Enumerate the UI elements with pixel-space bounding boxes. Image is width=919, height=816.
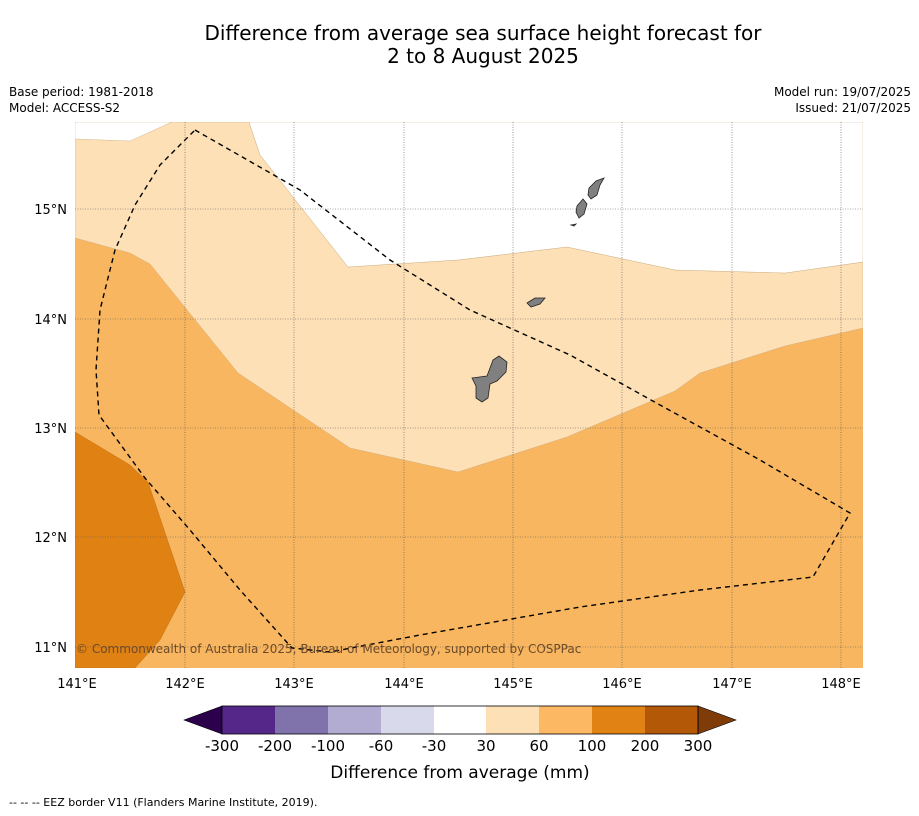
model-run-label: Model run: 19/07/2025 xyxy=(773,85,911,99)
lat-tick-15n: 15°N xyxy=(34,203,67,218)
lat-tick-12n: 12°N xyxy=(34,531,67,546)
colorbar-segment-4 xyxy=(381,706,434,734)
anomaly-band-neutral xyxy=(75,122,173,142)
island-rota xyxy=(526,297,546,308)
lon-tick-142e: 142°E xyxy=(165,677,205,692)
colorbar-frame xyxy=(221,705,699,735)
colorbar-segment-2 xyxy=(275,706,328,734)
copyright-text: © Commonwealth of Australia 2025, Bureau… xyxy=(76,642,581,656)
island-tinian xyxy=(575,198,588,219)
lon-tick-144e: 144°E xyxy=(384,677,424,692)
colorbar-tick-label: -100 xyxy=(311,737,345,755)
lon-tick-labels: 141°E 142°E 143°E 144°E 145°E 146°E 147°… xyxy=(57,677,861,692)
colorbar-tick-label: 60 xyxy=(529,737,548,755)
lon-tick-146e: 146°E xyxy=(602,677,642,692)
colorbar-extend-high xyxy=(697,705,737,735)
island-aguijan xyxy=(569,223,578,227)
colorbar-segment-8 xyxy=(592,706,645,734)
title-line-2: 2 to 8 August 2025 xyxy=(387,44,579,68)
colorbar-tick-label: -200 xyxy=(258,737,292,755)
colorbar-tick-label: 100 xyxy=(578,737,607,755)
lon-tick-145e: 145°E xyxy=(493,677,533,692)
colorbar-segment-7 xyxy=(539,706,592,734)
meta-right: Model run: 19/07/2025 Issued: 21/07/2025 xyxy=(774,84,911,116)
colorbar-segment-3 xyxy=(328,706,381,734)
lon-tick-141e: 141°E xyxy=(57,677,97,692)
colorbar-segment-9 xyxy=(645,706,698,734)
lon-tick-143e: 143°E xyxy=(274,677,314,692)
title-line-1: Difference from average sea surface heig… xyxy=(204,21,762,45)
lat-tick-13n: 13°N xyxy=(34,422,67,437)
colorbar-segment-6 xyxy=(486,706,539,734)
anomaly-band-100-200 xyxy=(75,431,186,668)
issued-label: Issued: 21/07/2025 xyxy=(795,101,911,115)
colorbar-extend-low xyxy=(183,705,223,735)
lat-tick-11n: 11°N xyxy=(34,641,67,656)
graticule xyxy=(75,122,863,668)
colorbar-tick-label: 300 xyxy=(684,737,713,755)
anomaly-band-neutral-east xyxy=(248,122,863,274)
lon-tick-147e: 147°E xyxy=(712,677,752,692)
colorbar-tick-label: 200 xyxy=(631,737,660,755)
lat-tick-14n: 14°N xyxy=(34,313,67,328)
model-label: Model: ACCESS-S2 xyxy=(9,101,121,115)
colorbar-title: Difference from average (mm) xyxy=(330,763,589,783)
chart-title: Difference from average sea surface heig… xyxy=(140,22,826,68)
meta-left: Base period: 1981-2018 Model: ACCESS-S2 xyxy=(9,84,154,116)
lon-tick-148e: 148°E xyxy=(821,677,861,692)
colorbar-tick-label: -60 xyxy=(369,737,394,755)
colorbar-tick-label: -30 xyxy=(422,737,447,755)
colorbar-tick-label: -300 xyxy=(205,737,239,755)
base-period-label: Base period: 1981-2018 xyxy=(9,85,154,99)
colorbar-tick-label: 30 xyxy=(476,737,495,755)
colorbar-segment-1 xyxy=(222,706,275,734)
islands xyxy=(471,177,605,403)
island-guam xyxy=(471,355,508,403)
colorbar: -300 -200 -100 -60 -30 30 60 100 200 300… xyxy=(183,705,737,783)
island-saipan xyxy=(587,177,605,200)
lat-tick-labels: 11°N 12°N 13°N 14°N 15°N xyxy=(34,203,67,656)
colorbar-segment-5 xyxy=(434,706,486,734)
eez-footnote: -- -- -- EEZ border V11 (Flanders Marine… xyxy=(9,796,318,809)
map-area xyxy=(75,122,863,668)
